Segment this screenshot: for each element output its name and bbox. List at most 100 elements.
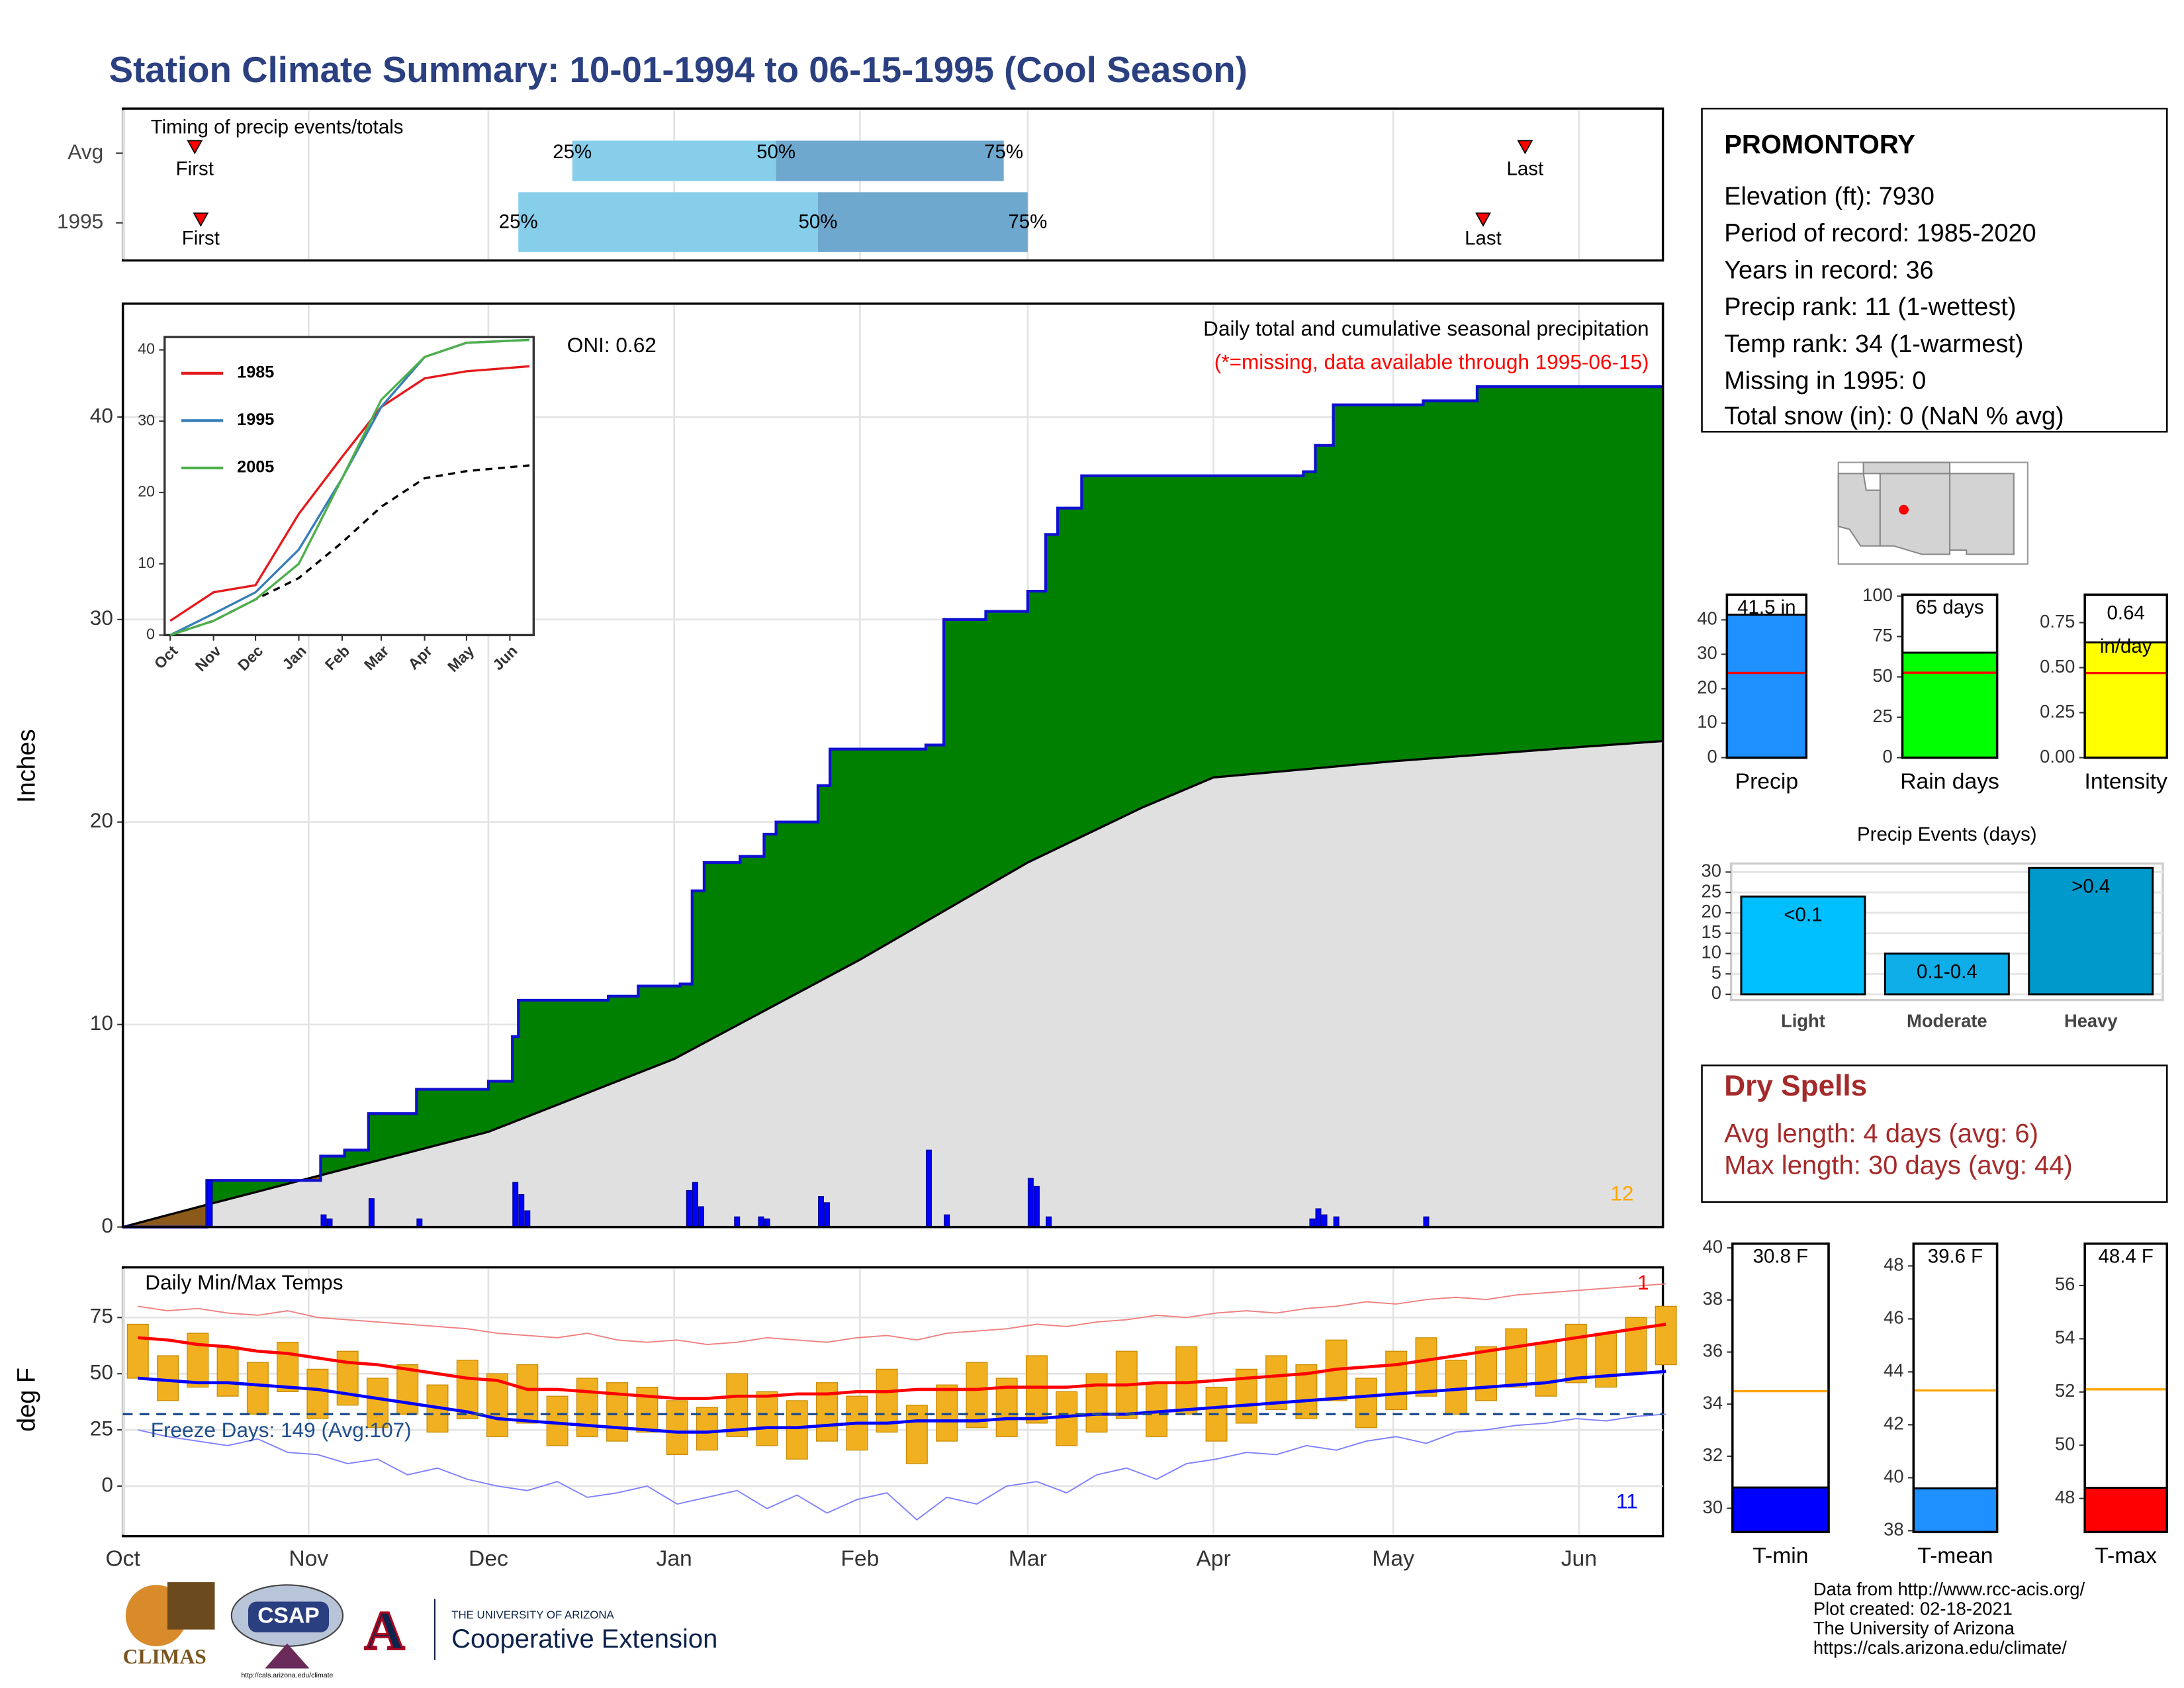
event-label: First bbox=[176, 158, 214, 179]
chart-title: Precip Events (days) bbox=[1857, 823, 2037, 845]
dry-spells-line: Avg length: 4 days (avg: 6) bbox=[1724, 1119, 2038, 1148]
y-tick-label: 50 bbox=[90, 1360, 113, 1384]
y-tick-label: 0.25 bbox=[2040, 701, 2075, 722]
panel-border bbox=[1912, 1243, 1999, 1534]
event-marker bbox=[1517, 140, 1533, 155]
y-tick-label: 0.00 bbox=[2040, 746, 2075, 767]
x-tick-label: Dec bbox=[469, 1546, 508, 1571]
temp-bar bbox=[1085, 1373, 1108, 1433]
category-label: Rain days bbox=[1900, 769, 1999, 794]
bar bbox=[1912, 1487, 1999, 1533]
avg-line bbox=[169, 464, 530, 637]
quartile-label: 50% bbox=[798, 211, 837, 232]
temp-bar bbox=[126, 1323, 149, 1379]
x-tick-label: Mar bbox=[1009, 1546, 1047, 1571]
temp-bar bbox=[1565, 1323, 1587, 1383]
ua-logo: A bbox=[365, 1600, 405, 1662]
x-tick-label: Jan bbox=[657, 1546, 692, 1571]
bar bbox=[2083, 641, 2168, 759]
y-tick-label: 30 bbox=[1703, 1497, 1723, 1517]
y-tick-label: 42 bbox=[1884, 1413, 1903, 1434]
temp-bar bbox=[1385, 1350, 1408, 1411]
panel-title: Daily total and cumulative seasonal prec… bbox=[1203, 316, 1649, 340]
y-tick-label: 20 bbox=[1702, 901, 1721, 921]
coop-text: Cooperative Extension bbox=[451, 1624, 717, 1654]
cumulative-line bbox=[122, 385, 1663, 1229]
station-line: Total snow (in): 0 (NaN % avg) bbox=[1724, 402, 2064, 430]
legend-label: 1985 bbox=[237, 363, 274, 382]
y-tick-label: 10 bbox=[138, 554, 155, 571]
y-tick-label: 0 bbox=[101, 1472, 113, 1496]
daily-bar bbox=[824, 1202, 831, 1228]
record-max-line bbox=[138, 1283, 1666, 1346]
daily-bar bbox=[206, 1180, 213, 1228]
station-name: PROMONTORY bbox=[1724, 130, 1915, 159]
temp-bar bbox=[606, 1382, 629, 1442]
temp-bar bbox=[277, 1342, 299, 1392]
quartile-label: 50% bbox=[756, 141, 796, 163]
category-label: Moderate bbox=[1907, 1011, 1987, 1031]
y-tick-label: 40 bbox=[1697, 608, 1717, 629]
daily-bar bbox=[518, 1194, 525, 1228]
temp-bar bbox=[1415, 1337, 1437, 1397]
x-tick-label: May bbox=[1372, 1546, 1414, 1571]
temp-bar bbox=[636, 1386, 659, 1433]
station-dot bbox=[1899, 504, 1909, 515]
bar bbox=[1901, 651, 1999, 759]
climas-icon bbox=[167, 1582, 215, 1630]
y-tick-label: 40 bbox=[1703, 1236, 1723, 1256]
y-tick-label: 30 bbox=[138, 411, 155, 428]
y-tick-label: 0 bbox=[146, 626, 155, 643]
temp-bar bbox=[546, 1395, 569, 1446]
temp-bar bbox=[1025, 1355, 1048, 1424]
bar bbox=[1740, 895, 1866, 996]
y-tick-label: 32 bbox=[1703, 1444, 1723, 1465]
y-tick-label: 38 bbox=[1703, 1288, 1723, 1309]
panel-border bbox=[1725, 593, 1808, 759]
daily-bar bbox=[764, 1218, 770, 1228]
y-tick-label: 54 bbox=[2055, 1327, 2075, 1348]
panel-frame bbox=[1731, 1243, 1830, 1534]
y-tick-label: 100 bbox=[1862, 585, 1893, 605]
credit: Plot created: 02-18-2021 bbox=[1813, 1598, 2013, 1618]
row-label: Avg bbox=[68, 140, 103, 164]
station-box bbox=[1701, 107, 2168, 433]
panel-border bbox=[2083, 593, 2168, 759]
temp-bar bbox=[576, 1378, 598, 1437]
panel-border bbox=[1731, 1243, 1830, 1534]
y-tick-label: 36 bbox=[1703, 1340, 1723, 1361]
ua-text: THE UNIVERSITY OF ARIZONA bbox=[451, 1609, 614, 1621]
temp-bar bbox=[756, 1391, 778, 1446]
category-label: Precip bbox=[1735, 769, 1798, 794]
normal-min-line bbox=[138, 1370, 1666, 1434]
freeze-label: Freeze Days: 149 (Avg:107) bbox=[151, 1418, 412, 1442]
daily-bar bbox=[1033, 1186, 1040, 1228]
temp-bar bbox=[1595, 1333, 1617, 1388]
x-tick-label: Apr bbox=[1196, 1546, 1230, 1571]
temp-bar bbox=[1445, 1360, 1467, 1415]
temp-bar bbox=[966, 1362, 988, 1429]
y-tick-label: 0.75 bbox=[2040, 611, 2075, 632]
map-state bbox=[1948, 473, 2015, 555]
event-label: First bbox=[182, 228, 220, 250]
y-tick-label: 10 bbox=[90, 1011, 113, 1035]
daily-bar bbox=[512, 1182, 519, 1228]
temp-bar bbox=[726, 1373, 749, 1437]
map-state bbox=[1879, 473, 1951, 555]
panel-note: (*=missing, data available through 1995-… bbox=[1214, 350, 1649, 373]
event-marker bbox=[1475, 212, 1491, 227]
daily-bar bbox=[925, 1149, 932, 1228]
quartile-bar bbox=[776, 140, 1004, 181]
temp-bar bbox=[786, 1400, 808, 1460]
y-tick-label: 25 bbox=[1872, 706, 1892, 726]
event-label: Last bbox=[1507, 158, 1544, 179]
category-label: Intensity bbox=[2085, 769, 2168, 794]
daily-bar bbox=[734, 1216, 741, 1228]
temp-bar bbox=[936, 1384, 958, 1442]
y-tick-label: 30 bbox=[1697, 643, 1717, 663]
station-line: Temp rank: 34 (1-warmest) bbox=[1724, 330, 2023, 358]
event-label: Last bbox=[1465, 228, 1502, 250]
y-tick-label: 20 bbox=[90, 808, 113, 832]
value-label: 48.4 F bbox=[2098, 1246, 2153, 1268]
panel-border bbox=[1901, 593, 1999, 759]
